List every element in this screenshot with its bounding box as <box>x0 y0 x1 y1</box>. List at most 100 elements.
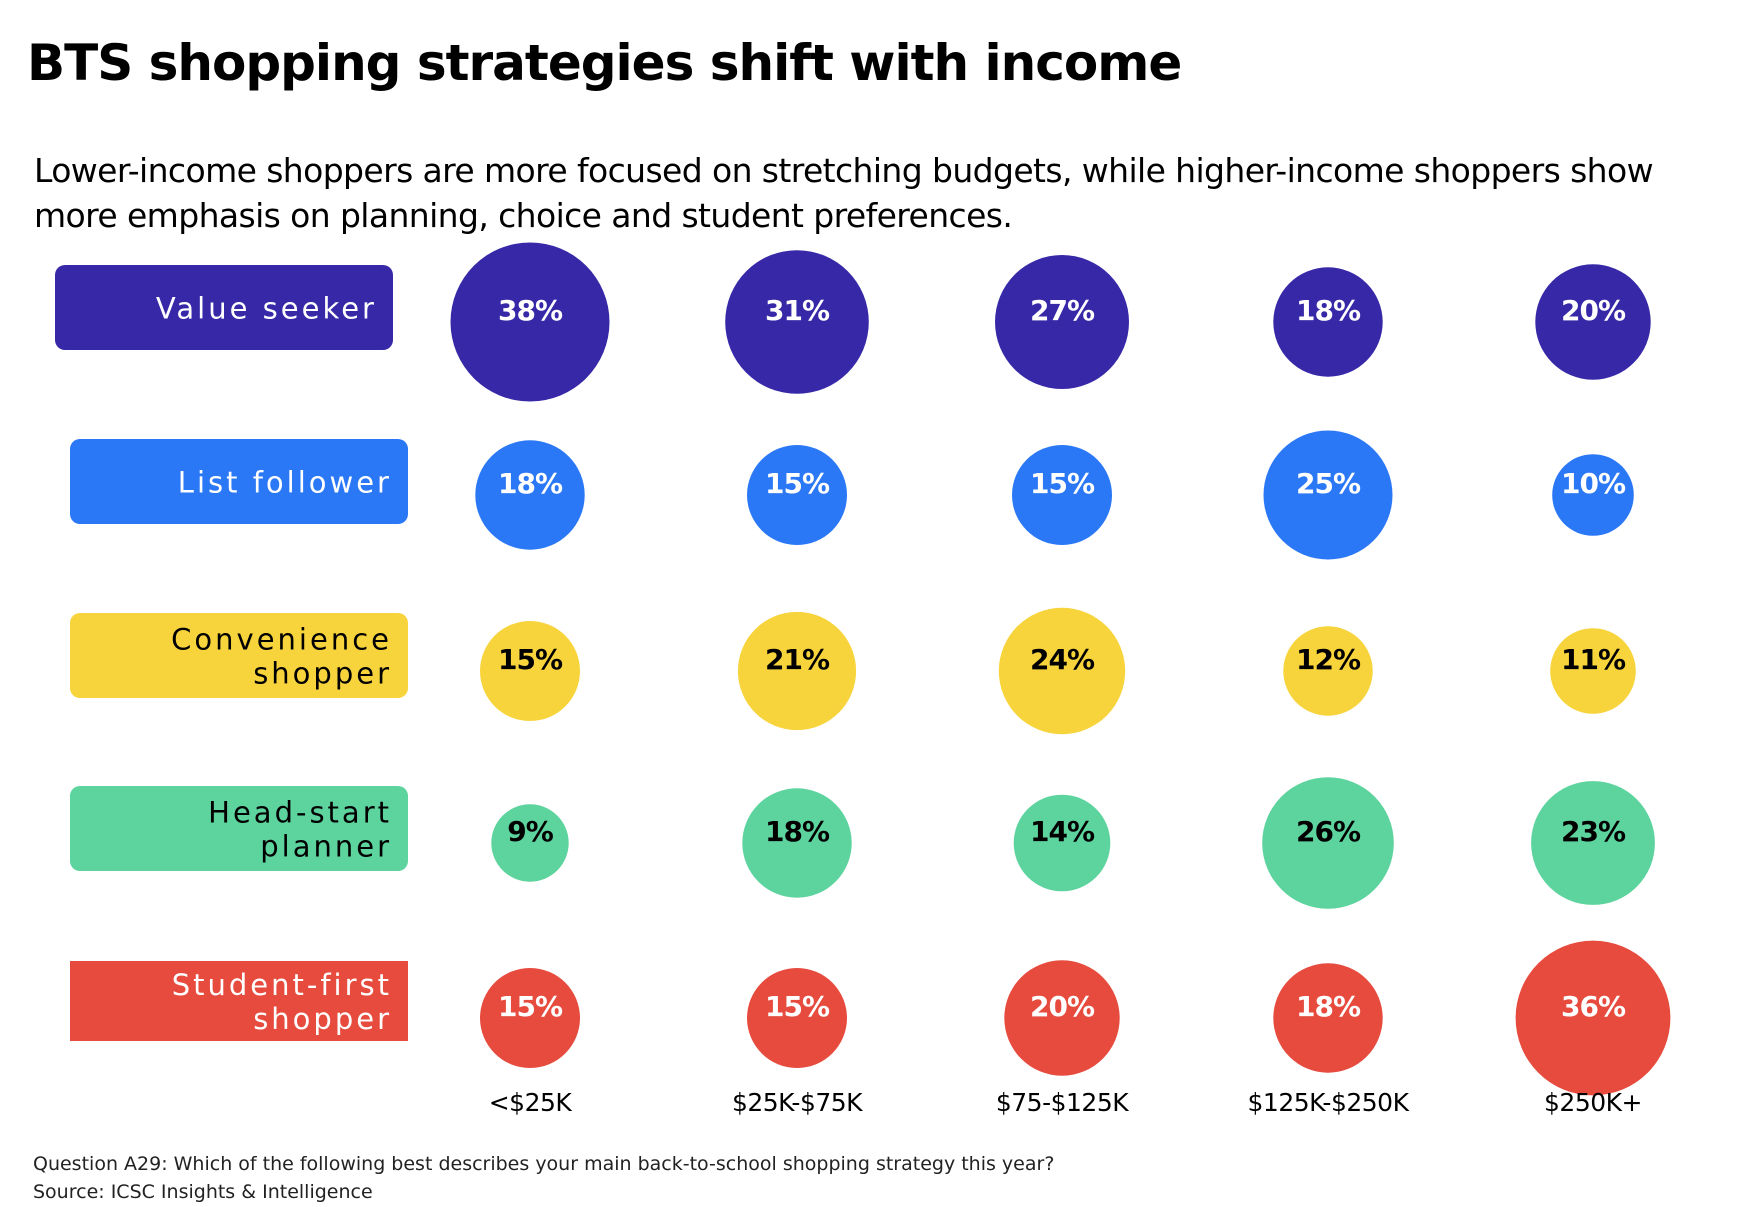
chart-footer: Question A29: Which of the following bes… <box>33 1150 1054 1206</box>
bubble-value-label: 15% <box>1030 467 1095 500</box>
bubble-value-label: 15% <box>498 643 563 676</box>
bubble-list-follower-5: 10% <box>1552 454 1634 536</box>
bubble-student-first-shopper-4: 18% <box>1273 963 1383 1073</box>
row-label-box <box>55 265 393 350</box>
row-label-text: shopper <box>253 657 392 691</box>
bubble-value-seeker-3: 27% <box>995 255 1129 389</box>
bubble-circle <box>1283 626 1373 716</box>
bubble-value-label: 21% <box>765 643 830 676</box>
bubble-circle <box>742 788 852 898</box>
category-label: $75-$125K <box>996 1088 1129 1117</box>
row-label-text: Student-first <box>172 968 392 1002</box>
bubble-circle <box>475 440 585 550</box>
bubble-value-label: 36% <box>1561 990 1626 1023</box>
bubble-student-first-shopper-1: 15% <box>480 968 580 1068</box>
row-label-box <box>70 613 408 698</box>
bubble-convenience-shopper-2: 21% <box>737 611 857 731</box>
row-label-text: Value seeker <box>156 292 377 326</box>
bubble-circle <box>491 804 569 882</box>
bubble-student-first-shopper-3: 20% <box>1004 960 1120 1076</box>
bubble-list-follower-1: 18% <box>475 440 585 550</box>
bubble-circle <box>747 968 847 1068</box>
bubble-value-label: 38% <box>498 294 563 327</box>
bubble-circle <box>480 621 580 721</box>
bubble-circle <box>1262 777 1394 909</box>
bubble-value-label: 15% <box>765 467 830 500</box>
bubble-value-label: 18% <box>498 467 563 500</box>
bubble-convenience-shopper-1: 15% <box>480 621 580 721</box>
bubble-value-seeker-4: 18% <box>1273 267 1383 377</box>
bubble-value-label: 15% <box>765 990 830 1023</box>
bubble-value-label: 14% <box>1030 815 1095 848</box>
row-label-text: shopper <box>253 1002 392 1036</box>
category-label: $125K-$250K <box>1248 1088 1410 1117</box>
bubble-circle <box>1515 940 1671 1096</box>
bubble-list-follower-2: 15% <box>747 445 847 545</box>
bubble-circle <box>450 242 610 402</box>
bubble-value-label: 23% <box>1561 815 1626 848</box>
bubble-list-follower-3: 15% <box>1012 445 1112 545</box>
bubble-value-label: 12% <box>1296 643 1361 676</box>
bubble-value-seeker-2: 31% <box>725 250 869 394</box>
bubble-head-start-planner-1: 9% <box>491 804 569 882</box>
bubble-student-first-shopper-5: 36% <box>1515 940 1671 1096</box>
bubble-circle <box>1273 267 1383 377</box>
category-label: $250K+ <box>1544 1088 1642 1117</box>
bubble-value-label: 25% <box>1296 467 1361 500</box>
bubble-value-label: 9% <box>507 815 553 848</box>
category-label: $25K-$75K <box>732 1088 863 1117</box>
row-label-text: List follower <box>178 466 392 500</box>
bubble-value-label: 20% <box>1030 990 1095 1023</box>
bubble-head-start-planner-4: 26% <box>1262 777 1394 909</box>
bubble-value-label: 26% <box>1296 815 1361 848</box>
bubble-head-start-planner-5: 23% <box>1531 781 1655 905</box>
bubble-value-label: 10% <box>1561 467 1626 500</box>
bubble-circle <box>1263 430 1393 560</box>
bubble-circle <box>1013 794 1111 892</box>
bubble-circle <box>1012 445 1112 545</box>
bubble-convenience-shopper-5: 11% <box>1550 628 1636 714</box>
bubble-value-label: 15% <box>498 990 563 1023</box>
source-note: Source: ICSC Insights & Intelligence <box>33 1181 373 1203</box>
bubble-head-start-planner-3: 14% <box>1013 794 1111 892</box>
bubble-circle <box>1535 264 1651 380</box>
row-label-list-follower: List follower <box>70 439 408 524</box>
bubble-value-label: 18% <box>1296 294 1361 327</box>
bubble-head-start-planner-2: 18% <box>742 788 852 898</box>
bubble-student-first-shopper-2: 15% <box>747 968 847 1068</box>
bubble-value-label: 18% <box>765 815 830 848</box>
bubble-convenience-shopper-3: 24% <box>998 607 1126 735</box>
question-note: Question A29: Which of the following bes… <box>33 1153 1055 1175</box>
bubble-circle <box>1273 963 1383 1073</box>
bubble-value-seeker-5: 20% <box>1535 264 1651 380</box>
bubble-value-label: 18% <box>1296 990 1361 1023</box>
bubble-circle <box>998 607 1126 735</box>
row-label-text: planner <box>260 830 392 864</box>
bubble-value-label: 11% <box>1561 643 1626 676</box>
bubble-value-label: 31% <box>765 294 830 327</box>
bubble-circle <box>480 968 580 1068</box>
bubble-circle <box>1531 781 1655 905</box>
bubble-circle <box>1550 628 1636 714</box>
bubble-list-follower-4: 25% <box>1263 430 1393 560</box>
bubble-circle <box>747 445 847 545</box>
bubble-convenience-shopper-4: 12% <box>1283 626 1373 716</box>
row-label-box <box>70 961 408 1041</box>
row-label-box <box>70 439 408 524</box>
bubble-value-label: 24% <box>1030 643 1095 676</box>
row-label-text: Head-start <box>208 796 392 830</box>
chart-title: BTS shopping strategies shift with incom… <box>27 34 1182 92</box>
row-label-value-seeker: Value seeker <box>55 265 393 350</box>
category-label: <$25K <box>489 1088 573 1117</box>
bubble-value-label: 20% <box>1561 294 1626 327</box>
bubble-circle <box>995 255 1129 389</box>
bubble-value-label: 27% <box>1030 294 1095 327</box>
row-label-box <box>70 786 408 871</box>
bubble-circle <box>1004 960 1120 1076</box>
row-label-text: Convenience <box>171 623 392 657</box>
bubble-value-seeker-1: 38% <box>450 242 610 402</box>
